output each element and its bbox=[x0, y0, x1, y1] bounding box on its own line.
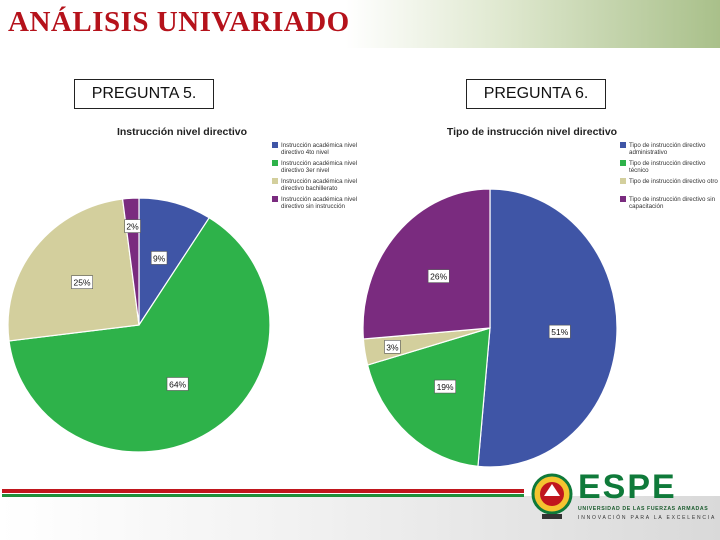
p5-legend-label-3: Instrucción académica nivel directivo sin… bbox=[281, 196, 357, 210]
p6-legend-swatch-3 bbox=[620, 196, 626, 202]
university-seal-icon bbox=[531, 473, 573, 519]
p6-legend-swatch-2 bbox=[620, 178, 626, 184]
pie-chart-pregunta-6: Tipo de instrucción nivel directivo 51% 19… bbox=[362, 126, 718, 468]
footer-band bbox=[0, 496, 720, 540]
p6-label-1: 19% bbox=[437, 382, 454, 392]
p6-slice-3 bbox=[362, 188, 491, 340]
p6-label-box-0 bbox=[548, 324, 571, 339]
p5-label-box-2 bbox=[71, 275, 93, 289]
p6-slice-0 bbox=[477, 188, 618, 468]
title-band bbox=[0, 0, 720, 48]
p6-legend-label-0: Tipo de instrucción directivo administrat… bbox=[629, 142, 706, 156]
footer-red-line bbox=[2, 489, 524, 493]
page-title: ANÁLISIS UNIVARIADO bbox=[8, 6, 350, 38]
question-5-label: PREGUNTA 5. bbox=[74, 79, 214, 109]
p5-label-1: 64% bbox=[169, 379, 186, 389]
p5-legend-swatch-3 bbox=[272, 196, 278, 202]
espe-logo: ESPE UNIVERSIDAD DE LAS FUERZAS ARMADAS … bbox=[528, 466, 718, 526]
p5-legend-label-2: Instrucción académica nivel directivo bac… bbox=[281, 178, 357, 192]
espe-subtitle: UNIVERSIDAD DE LAS FUERZAS ARMADAS bbox=[578, 506, 709, 512]
p6-legend-swatch-1 bbox=[620, 160, 626, 166]
footer-green-line bbox=[2, 494, 524, 497]
p5-label-2: 25% bbox=[74, 278, 91, 288]
p6-legend-label-2: Tipo de instrucción directivo otro bbox=[629, 178, 718, 185]
p5-label-box-3 bbox=[124, 219, 141, 233]
p5-label-box-1 bbox=[166, 377, 189, 391]
p5-legend-label-0: Instrucción académica nivel directivo 4to… bbox=[281, 142, 357, 156]
p6-label-0: 51% bbox=[551, 327, 568, 337]
p5-slice-2 bbox=[7, 198, 140, 342]
p6-slice-1 bbox=[366, 327, 491, 468]
p5-title: Instrucción nivel directivo bbox=[117, 126, 247, 138]
p5-legend-swatch-0 bbox=[272, 142, 278, 148]
espe-wordmark: ESPE bbox=[578, 468, 677, 506]
p5-label-0: 9% bbox=[153, 253, 166, 263]
p6-label-box-1 bbox=[434, 379, 457, 394]
espe-motto: INNOVACIÓN PARA LA EXCELENCIA bbox=[578, 515, 717, 521]
pie-chart-pregunta-5: Instrucción nivel directivo 9% 64% 25% 2% Ins… bbox=[7, 126, 357, 453]
p5-legend-swatch-2 bbox=[272, 178, 278, 184]
p6-title: Tipo de instrucción nivel directivo bbox=[447, 126, 617, 138]
p6-label-box-2 bbox=[384, 340, 401, 354]
p5-label-3: 2% bbox=[126, 222, 139, 232]
question-6-label: PREGUNTA 6. bbox=[466, 79, 606, 109]
p5-slice-1 bbox=[8, 216, 271, 453]
p6-legend-label-1: Tipo de instrucción directivo técnico bbox=[629, 160, 706, 174]
p6-label-3: 26% bbox=[430, 272, 447, 282]
p6-legend-swatch-0 bbox=[620, 142, 626, 148]
p5-label-box-0 bbox=[150, 251, 168, 265]
p6-legend-label-3: Tipo de instrucción directivo sin capacit… bbox=[629, 196, 716, 210]
p5-legend-swatch-1 bbox=[272, 160, 278, 166]
p5-legend-label-1: Instrucción académica nivel directivo 3er… bbox=[281, 160, 357, 174]
p6-label-2: 3% bbox=[386, 342, 399, 352]
p6-label-box-3 bbox=[427, 269, 450, 283]
